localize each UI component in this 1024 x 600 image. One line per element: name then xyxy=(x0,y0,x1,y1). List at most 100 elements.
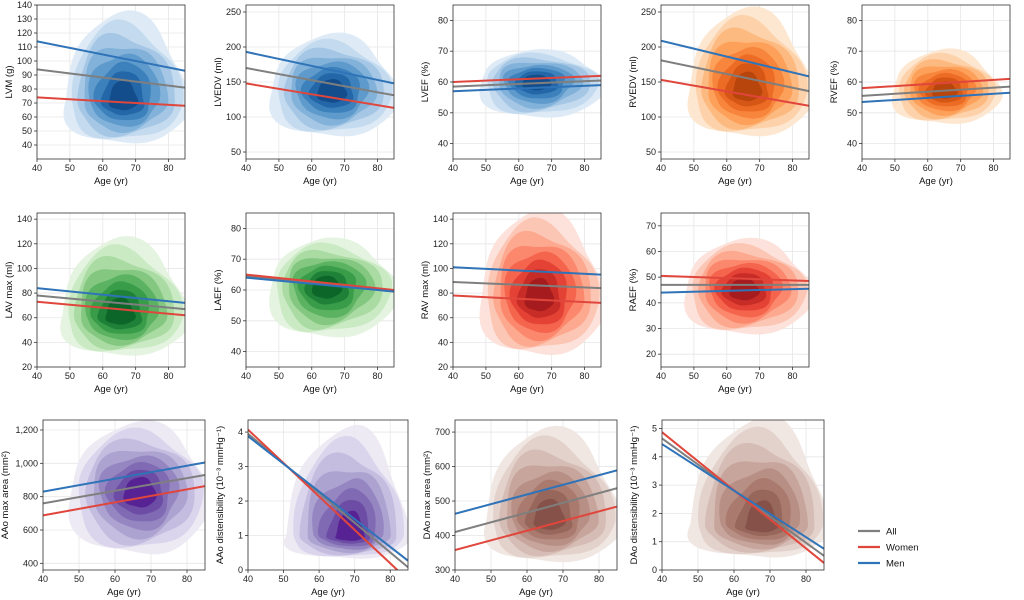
y-axis-label: LAEF (%) xyxy=(213,269,224,310)
series-line-men xyxy=(246,50,394,85)
series-line-all xyxy=(453,280,601,290)
chart-panel: 40 50 60 70 80 40 50 60 70 80 Age (yr) LVEF (%) xyxy=(420,4,602,187)
x-tick-label: 60 xyxy=(514,163,524,173)
x-tick-label: 60 xyxy=(722,371,732,381)
y-tick-label: 60 xyxy=(231,285,241,295)
y-tick-label: 400 xyxy=(435,531,450,541)
y-axis-label: DAo max area (mm²) xyxy=(422,451,433,540)
series-line-men xyxy=(661,287,809,294)
plot-frame xyxy=(452,212,602,368)
x-tick-label: 80 xyxy=(801,574,811,584)
x-tick-label: 70 xyxy=(558,574,568,584)
x-tick-label: 80 xyxy=(385,574,395,584)
series-line-men xyxy=(661,39,809,78)
series-line-women xyxy=(453,294,601,304)
series-line-women xyxy=(453,74,601,83)
x-tick-label: 70 xyxy=(131,163,141,173)
x-tick-label: 40 xyxy=(656,371,666,381)
x-tick-label: 50 xyxy=(274,371,284,381)
y-tick-label: 40 xyxy=(22,337,32,347)
density-contours xyxy=(687,420,824,558)
density-contours xyxy=(684,237,809,335)
x-tick-label: 80 xyxy=(580,163,590,173)
series-line-all xyxy=(661,59,809,93)
plot-frame xyxy=(660,212,810,368)
x-tick-label: 60 xyxy=(729,574,739,584)
x-axis-label: Age (yr) xyxy=(718,384,752,395)
y-tick-label: 100 xyxy=(641,112,656,122)
plot-frame xyxy=(247,419,409,571)
x-tick-label: 50 xyxy=(689,371,699,381)
x-tick-label: 60 xyxy=(514,371,524,381)
chart-panel: 40 50 60 70 80 40 50 60 70 80 Age (yr) LAEF (%) xyxy=(213,212,395,395)
y-tick-label: 140 xyxy=(433,214,448,224)
x-tick-label: 40 xyxy=(657,574,667,584)
plot-frame xyxy=(36,4,186,160)
x-tick-label: 50 xyxy=(65,371,75,381)
density-contours xyxy=(283,424,408,559)
series-line-all xyxy=(37,294,185,311)
y-tick-label: 120 xyxy=(17,28,32,38)
y-axis-label: RVEDV (ml) xyxy=(628,56,639,108)
y-tick-label: 150 xyxy=(226,77,241,87)
x-axis-label: Age (yr) xyxy=(718,176,752,187)
series-line-women xyxy=(43,485,205,517)
y-tick-label: 40 xyxy=(438,337,448,347)
chart-panel: 40 50 60 70 80 0 1 2 3 4 Age (yr) AAo distensibilit… xyxy=(215,419,409,598)
y-axis-label: AAo distensibility (10⁻³ mmHg⁻¹) xyxy=(215,426,226,564)
y-tick-label: 50 xyxy=(646,147,656,157)
y-axis-label: RAEF (%) xyxy=(628,269,639,312)
legend-label: Men xyxy=(886,559,904,570)
x-tick-label: 80 xyxy=(164,371,174,381)
x-tick-label: 80 xyxy=(989,163,999,173)
y-tick-label: 200 xyxy=(641,42,656,52)
y-tick-label: 300 xyxy=(435,565,450,575)
x-tick-label: 80 xyxy=(788,163,798,173)
y-tick-label: 130 xyxy=(17,14,32,24)
y-tick-label: 30 xyxy=(646,324,656,334)
y-tick-label: 20 xyxy=(646,349,656,359)
density-contours xyxy=(479,213,601,355)
y-tick-label: 100 xyxy=(433,263,448,273)
x-tick-label: 50 xyxy=(486,574,496,584)
x-tick-label: 40 xyxy=(32,163,42,173)
x-tick-label: 80 xyxy=(164,163,174,173)
y-tick-label: 600 xyxy=(23,525,38,535)
y-tick-label: 60 xyxy=(438,77,448,87)
legend-item: Men xyxy=(858,559,904,570)
chart-panel: 40 50 60 70 80 40 50 60 70 80 90 100 110 120 130 140 Age… xyxy=(4,0,186,187)
x-tick-label: 50 xyxy=(279,574,289,584)
series-line-men xyxy=(662,443,824,550)
x-axis-label: Age (yr) xyxy=(726,587,760,598)
x-axis-label: Age (yr) xyxy=(94,384,128,395)
x-tick-label: 80 xyxy=(373,371,383,381)
legend-label: All xyxy=(886,527,897,538)
y-tick-label: 70 xyxy=(231,254,241,264)
density-contours xyxy=(63,10,185,144)
x-tick-label: 60 xyxy=(110,574,120,584)
x-tick-label: 50 xyxy=(481,371,491,381)
series-line-men xyxy=(43,461,205,493)
x-tick-label: 70 xyxy=(340,371,350,381)
y-tick-label: 3 xyxy=(652,480,657,490)
x-tick-label: 50 xyxy=(689,163,699,173)
y-tick-label: 70 xyxy=(22,98,32,108)
y-tick-label: 50 xyxy=(22,126,32,136)
y-tick-label: 120 xyxy=(433,239,448,249)
y-tick-label: 1 xyxy=(652,537,657,547)
x-tick-label: 70 xyxy=(340,163,350,173)
x-tick-label: 60 xyxy=(314,574,324,584)
y-tick-label: 60 xyxy=(847,77,857,87)
y-tick-label: 3 xyxy=(238,462,243,472)
series-line-all xyxy=(37,68,185,89)
y-tick-label: 1 xyxy=(238,531,243,541)
y-axis-label: AAo max area (mm²) xyxy=(0,451,11,539)
y-tick-label: 80 xyxy=(22,288,32,298)
series-line-all xyxy=(43,474,205,505)
y-tick-label: 40 xyxy=(231,347,241,357)
x-tick-label: 80 xyxy=(182,574,192,584)
x-tick-label: 50 xyxy=(274,163,284,173)
series-line-men xyxy=(453,266,601,276)
series-line-women xyxy=(661,78,809,107)
chart-panel: 40 50 60 70 80 400 600 800 1,000 1,200 Age (yr) AAo… xyxy=(0,419,206,598)
